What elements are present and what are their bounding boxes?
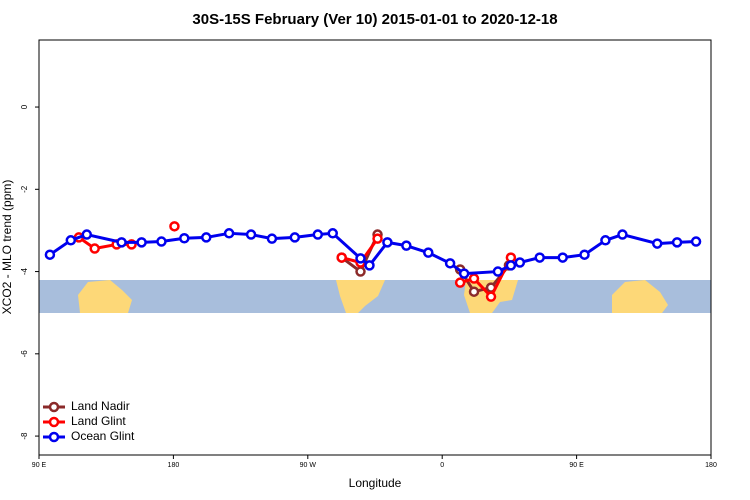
chart-title: 30S-15S February (Ver 10) 2015-01-01 to … bbox=[192, 11, 557, 28]
x-tick-label: 0 bbox=[440, 462, 444, 469]
x-tick-label: 90 E bbox=[32, 462, 47, 469]
data-point bbox=[458, 268, 470, 279]
data-point bbox=[671, 237, 683, 248]
x-axis-label: Longitude bbox=[349, 476, 402, 490]
legend-marker bbox=[48, 431, 60, 443]
data-point bbox=[245, 229, 257, 240]
data-point bbox=[505, 260, 517, 271]
data-point bbox=[468, 273, 480, 284]
data-point bbox=[65, 235, 77, 246]
data-point bbox=[514, 257, 526, 268]
data-point bbox=[382, 237, 393, 248]
data-point bbox=[617, 229, 628, 240]
data-point bbox=[223, 228, 235, 239]
y-tick-label: -4 bbox=[20, 267, 29, 275]
legend-marker bbox=[48, 401, 60, 413]
legend-label: Ocean Glint bbox=[71, 429, 135, 443]
y-tick-label: 0 bbox=[20, 104, 29, 109]
data-point bbox=[690, 236, 702, 247]
data-point bbox=[355, 253, 366, 264]
y-tick-label: -6 bbox=[20, 350, 29, 358]
data-point bbox=[651, 238, 663, 249]
data-point bbox=[312, 229, 324, 240]
y-tick-label: -2 bbox=[20, 185, 29, 193]
legend-marker bbox=[48, 416, 60, 428]
data-point bbox=[454, 277, 466, 288]
data-point bbox=[169, 221, 180, 232]
data-point bbox=[492, 266, 504, 277]
data-point bbox=[44, 249, 56, 260]
plot-frame bbox=[38, 39, 712, 456]
data-point bbox=[201, 232, 212, 243]
legend-label: Land Glint bbox=[71, 414, 126, 428]
x-tick-label: 90 W bbox=[300, 462, 317, 469]
data-point bbox=[468, 286, 480, 297]
data-point bbox=[423, 247, 434, 258]
legend-label: Land Nadir bbox=[71, 399, 130, 413]
data-point bbox=[156, 236, 167, 247]
x-tick-label: 180 bbox=[705, 462, 717, 469]
data-point bbox=[355, 266, 366, 277]
data-point bbox=[600, 235, 611, 246]
data-point bbox=[579, 249, 590, 260]
data-point bbox=[485, 291, 497, 302]
data-point bbox=[179, 232, 190, 244]
data-point bbox=[81, 229, 93, 240]
data-point bbox=[534, 252, 545, 263]
data-point bbox=[89, 243, 100, 254]
data-point bbox=[364, 260, 375, 271]
data-point bbox=[116, 237, 127, 248]
x-tick-label: 90 E bbox=[569, 462, 584, 469]
data-point bbox=[266, 233, 278, 244]
data-point bbox=[557, 252, 568, 263]
data-point bbox=[336, 252, 347, 263]
y-axis-label: XCO2 - MLO trend (ppm) bbox=[0, 180, 14, 315]
data-point bbox=[401, 240, 412, 251]
y-tick-label: -8 bbox=[20, 432, 29, 440]
map-strip bbox=[39, 280, 711, 313]
data-point bbox=[136, 237, 147, 248]
data-point bbox=[444, 258, 456, 269]
data-point bbox=[289, 232, 301, 243]
x-tick-label: 180 bbox=[168, 462, 180, 469]
data-point bbox=[372, 233, 383, 244]
data-point bbox=[327, 228, 338, 239]
